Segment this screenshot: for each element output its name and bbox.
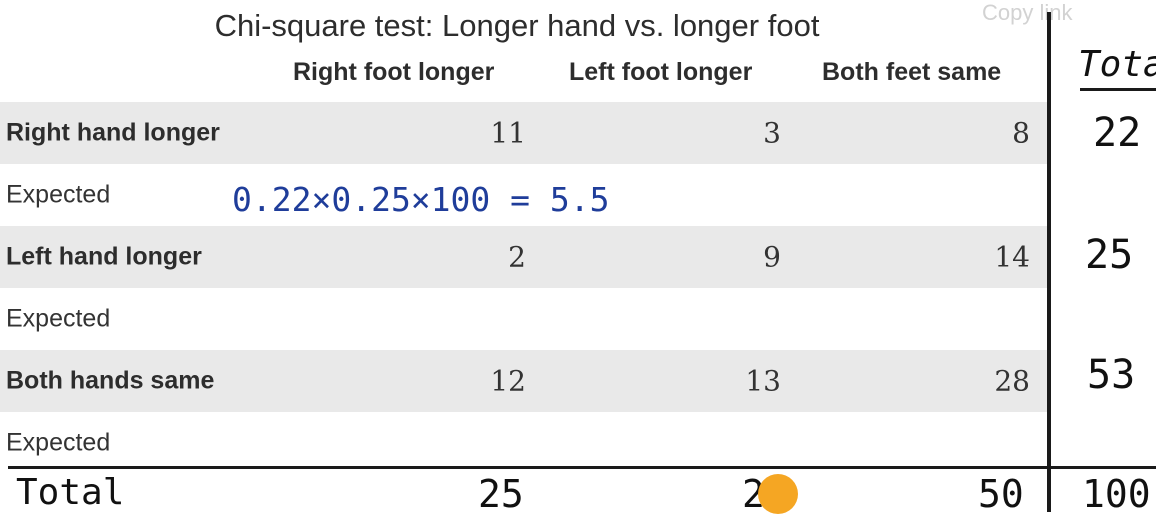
- table-row: Left hand longer 2 9 14: [0, 226, 1049, 288]
- handwritten-expected-calculation: 0.22×0.25×100 = 5.5: [232, 180, 610, 219]
- cell-value: 8: [1012, 116, 1030, 150]
- row-label-both-hands: Both hands same: [6, 366, 215, 395]
- cell-value: 11: [490, 116, 526, 150]
- handwritten-grand-total: 100: [1082, 472, 1151, 516]
- page-title: Chi-square test: Longer hand vs. longer …: [214, 8, 820, 43]
- table-row: Both hands same 12 13 28: [0, 350, 1049, 412]
- cell-value: 9: [763, 240, 781, 274]
- cursor-indicator: [758, 474, 798, 514]
- row-label-left-hand: Left hand longer: [6, 242, 202, 271]
- column-header-left-foot: Left foot longer: [569, 58, 753, 86]
- total-header-underline: [1080, 88, 1156, 91]
- cell-value: 2: [508, 240, 526, 274]
- handwritten-column-total: 50: [978, 472, 1024, 516]
- divider-vertical: [1047, 12, 1051, 512]
- cell-value: 12: [490, 364, 526, 398]
- table-row: Expected: [0, 164, 1049, 226]
- cell-value: 13: [745, 364, 781, 398]
- cell-value: 3: [763, 116, 781, 150]
- table-row: Right hand longer 11 3 8: [0, 102, 1049, 164]
- copy-link-overlay[interactable]: Copy link: [982, 0, 1073, 25]
- handwritten-total-header: Total: [1078, 44, 1156, 85]
- table-row: Expected: [0, 288, 1049, 350]
- handwritten-total-label: Total: [16, 472, 125, 513]
- row-label-right-hand: Right hand longer: [6, 118, 220, 147]
- cell-value: 14: [994, 240, 1030, 274]
- handwritten-row-total: 22: [1093, 110, 1142, 156]
- handwritten-row-total: 25: [1085, 232, 1134, 278]
- row-label-expected: Expected: [6, 180, 111, 209]
- row-label-expected: Expected: [6, 428, 111, 457]
- handwritten-row-total: 53: [1087, 352, 1136, 398]
- column-header-both-feet: Both feet same: [822, 58, 1002, 86]
- cell-value: 28: [994, 364, 1030, 398]
- column-header-right-foot: Right foot longer: [293, 58, 495, 86]
- handwritten-column-total: 25: [478, 472, 524, 516]
- row-label-expected: Expected: [6, 304, 111, 333]
- divider-horizontal: [8, 466, 1156, 469]
- table-row: Expected: [0, 412, 1049, 474]
